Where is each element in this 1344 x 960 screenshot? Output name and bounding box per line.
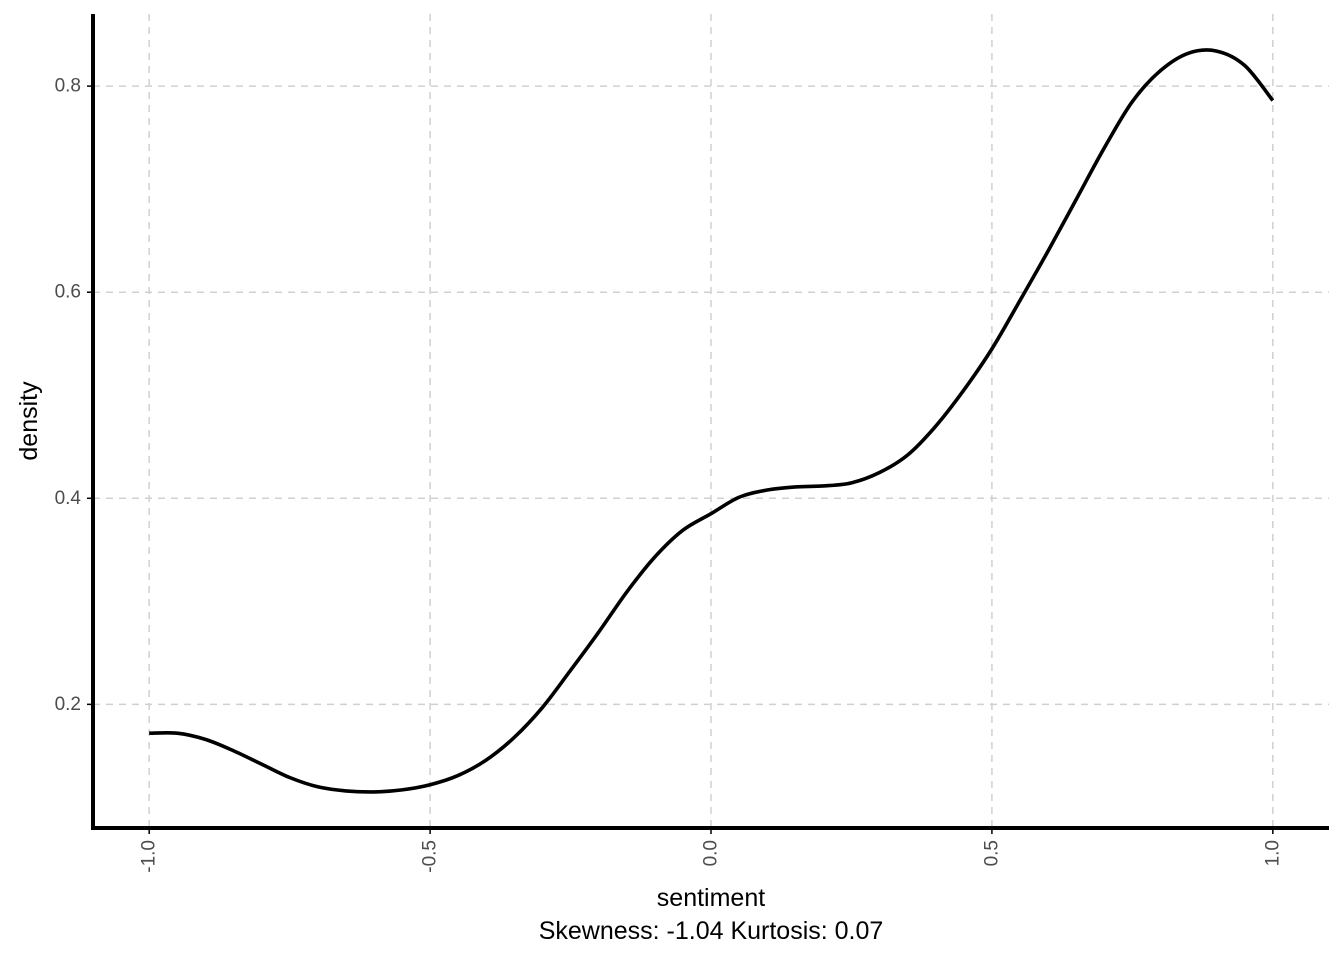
- y-tick-label-2: 0.6: [55, 282, 81, 303]
- y-axis-title: density: [15, 381, 43, 461]
- x-tick-label-2: 0.0: [701, 840, 722, 866]
- x-tick-label-4: 1.0: [1262, 840, 1283, 866]
- x-tick-label-0: -1.0: [139, 840, 160, 873]
- density-curve: [149, 48, 1275, 794]
- y-tick-label-3: 0.8: [55, 76, 81, 97]
- y-axis-ticks: 0.2 0.4 0.6 0.8: [55, 76, 93, 715]
- y-gridlines: [93, 85, 1329, 706]
- x-tick-label-1: -0.5: [420, 840, 441, 873]
- y-tick-label-0: 0.2: [55, 694, 81, 715]
- x-gridlines: [148, 14, 1274, 828]
- x-axis-ticks: -1.0 -0.5 0.0 0.5 1.0: [139, 828, 1283, 873]
- chart-caption: Skewness: -1.04 Kurtosis: 0.07: [539, 917, 884, 945]
- x-tick-label-3: 0.5: [981, 840, 1002, 866]
- x-axis-title: sentiment: [657, 884, 765, 912]
- y-tick-label-1: 0.4: [55, 488, 82, 509]
